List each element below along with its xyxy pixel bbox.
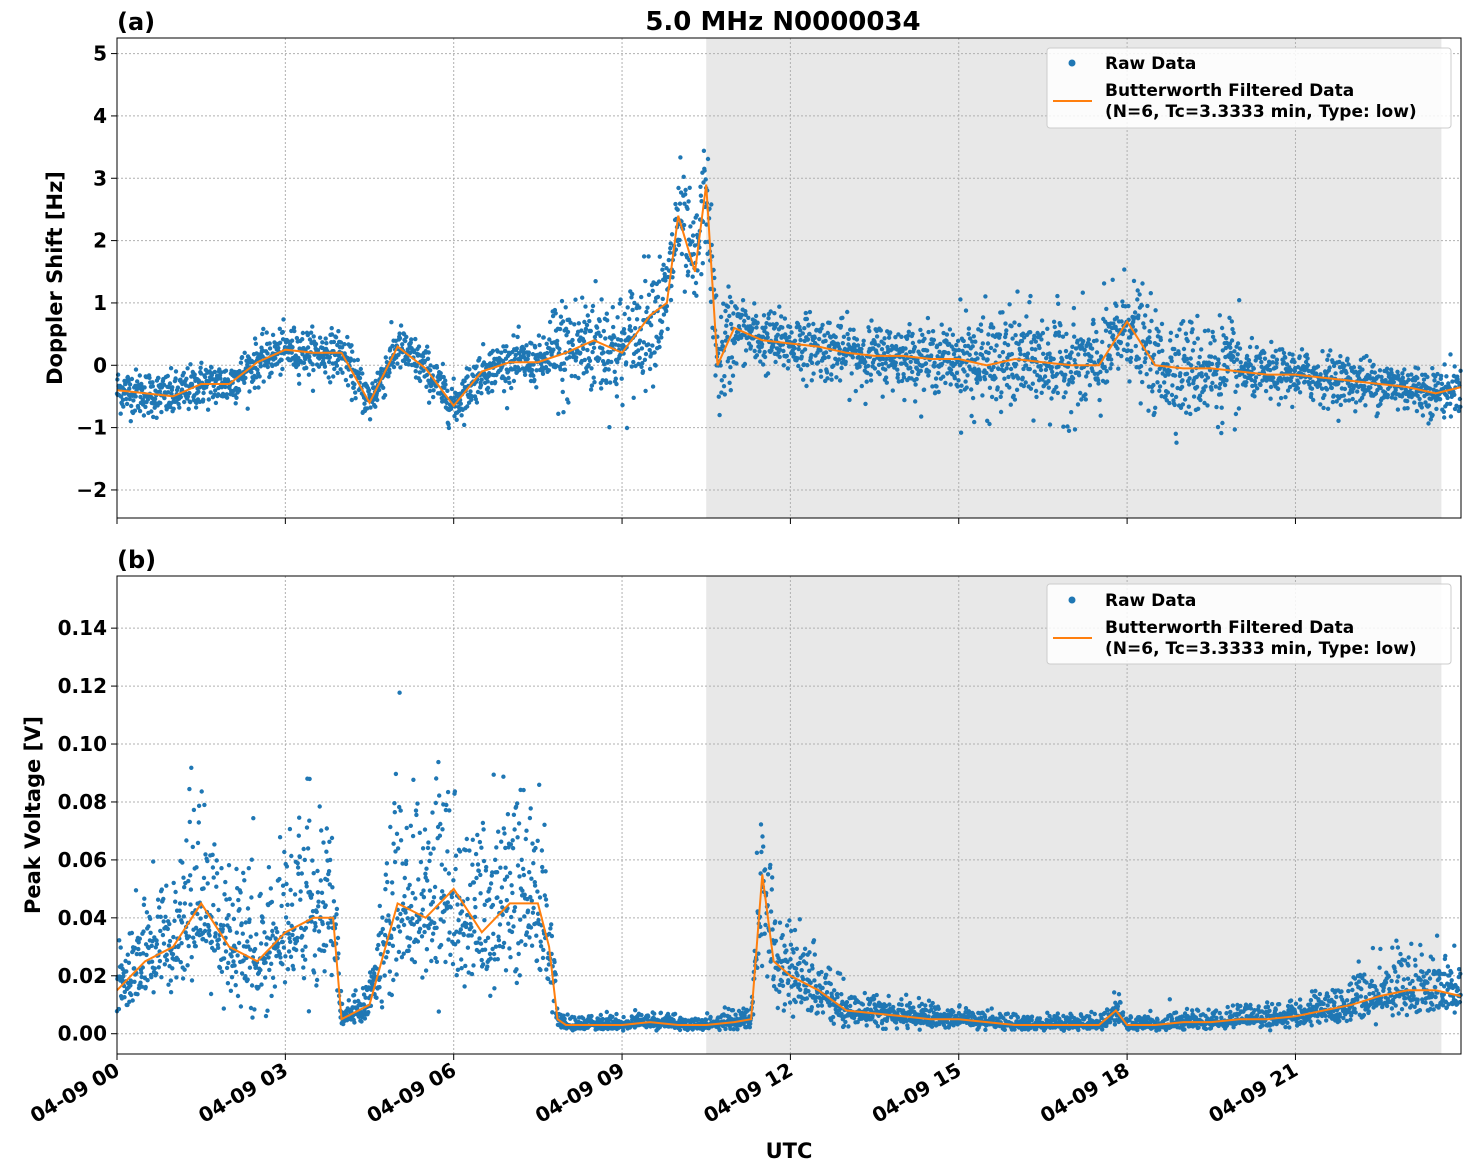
- panel-a-x-ticks: [116, 518, 1296, 524]
- x-tick-label: 04-09 18: [1036, 1058, 1134, 1128]
- y-tick-label: 3: [93, 166, 107, 190]
- y-tick-label: 0.04: [58, 906, 107, 930]
- x-tick-label: 04-09 12: [699, 1058, 797, 1128]
- panel-b-grid: [117, 576, 1461, 1054]
- panel-b: (b) 0.14 0.12 0.10 0.08 0.06 0.04 0.02 0.00 04-…: [21, 546, 1463, 1128]
- y-tick-label: 0.08: [58, 790, 107, 814]
- x-tick-label: 04-09 03: [194, 1058, 292, 1128]
- x-tick-label: 04-09 21: [1204, 1058, 1302, 1128]
- panel-b-legend-raw-marker: [1068, 596, 1076, 604]
- y-tick-label: 0.10: [58, 732, 107, 756]
- panel-a-legend-filtered-label-2: (N=6, Tc=3.3333 min, Type: low): [1105, 102, 1417, 122]
- x-tick-label: 04-09 09: [531, 1058, 629, 1128]
- panel-a: (a) 5 4 3 2 1 0 −1 −2 Doppler Shift [Hz] Raw Da…: [43, 8, 1463, 524]
- panel-b-filtered-line: [116, 874, 1462, 1026]
- panel-b-x-ticks: 04-09 00 04-09 03 04-09 06 04-09 09 04-09 12…: [26, 1054, 1302, 1128]
- y-tick-label: 0.14: [58, 616, 107, 640]
- panel-a-filtered-line: [116, 184, 1462, 408]
- y-tick-label: −1: [76, 416, 107, 440]
- panel-b-legend-filtered-label-1: Butterworth Filtered Data: [1105, 618, 1354, 638]
- y-tick-label: 0.02: [58, 964, 107, 988]
- panel-b-legend-box: [1046, 583, 1452, 665]
- panel-a-y-axis-label: Doppler Shift [Hz]: [43, 171, 67, 385]
- panel-a-grid: [117, 38, 1461, 518]
- y-tick-label: 0.06: [58, 848, 107, 872]
- y-tick-label: 5: [93, 42, 107, 66]
- panel-b-y-ticks: 0.14 0.12 0.10 0.08 0.06 0.04 0.02 0.00: [58, 616, 117, 1046]
- panel-a-legend-raw-marker: [1068, 59, 1076, 67]
- y-tick-label: 4: [93, 104, 107, 128]
- x-tick-label: 04-09 06: [363, 1058, 461, 1128]
- panel-a-y-ticks: 5 4 3 2 1 0 −1 −2: [76, 42, 117, 502]
- x-tick-label: 04-09 15: [868, 1058, 966, 1128]
- y-tick-label: 0.00: [58, 1022, 107, 1046]
- x-axis-label: UTC: [766, 1139, 813, 1163]
- panel-b-label: (b): [117, 546, 156, 574]
- x-tick-label: 04-09 00: [26, 1058, 124, 1128]
- panel-a-legend-box: [1046, 47, 1452, 129]
- figure-title: 5.0 MHz N0000034: [645, 7, 920, 37]
- y-tick-label: −2: [76, 478, 107, 502]
- panel-a-legend: Raw Data Butterworth Filtered Data (N=6,…: [1046, 47, 1452, 129]
- panel-b-legend: Raw Data Butterworth Filtered Data (N=6,…: [1046, 583, 1452, 665]
- panel-b-raw-data-points: [114, 690, 1463, 1033]
- panel-b-y-axis-label: Peak Voltage [V]: [21, 716, 45, 914]
- y-tick-label: 0: [93, 353, 107, 377]
- panel-b-frame: [116, 575, 1462, 1055]
- panel-b-legend-filtered-label-2: (N=6, Tc=3.3333 min, Type: low): [1105, 639, 1417, 659]
- y-tick-label: 2: [93, 229, 107, 253]
- panel-a-label: (a): [117, 8, 155, 36]
- panel-a-legend-filtered-label-1: Butterworth Filtered Data: [1105, 81, 1354, 101]
- panel-b-legend-raw-label: Raw Data: [1105, 591, 1196, 611]
- panel-a-legend-raw-label: Raw Data: [1105, 54, 1196, 74]
- y-tick-label: 0.12: [58, 674, 107, 698]
- y-tick-label: 1: [93, 291, 107, 315]
- panel-a-frame: [116, 37, 1462, 519]
- panel-b-raw-point-cloud: [114, 690, 1463, 1033]
